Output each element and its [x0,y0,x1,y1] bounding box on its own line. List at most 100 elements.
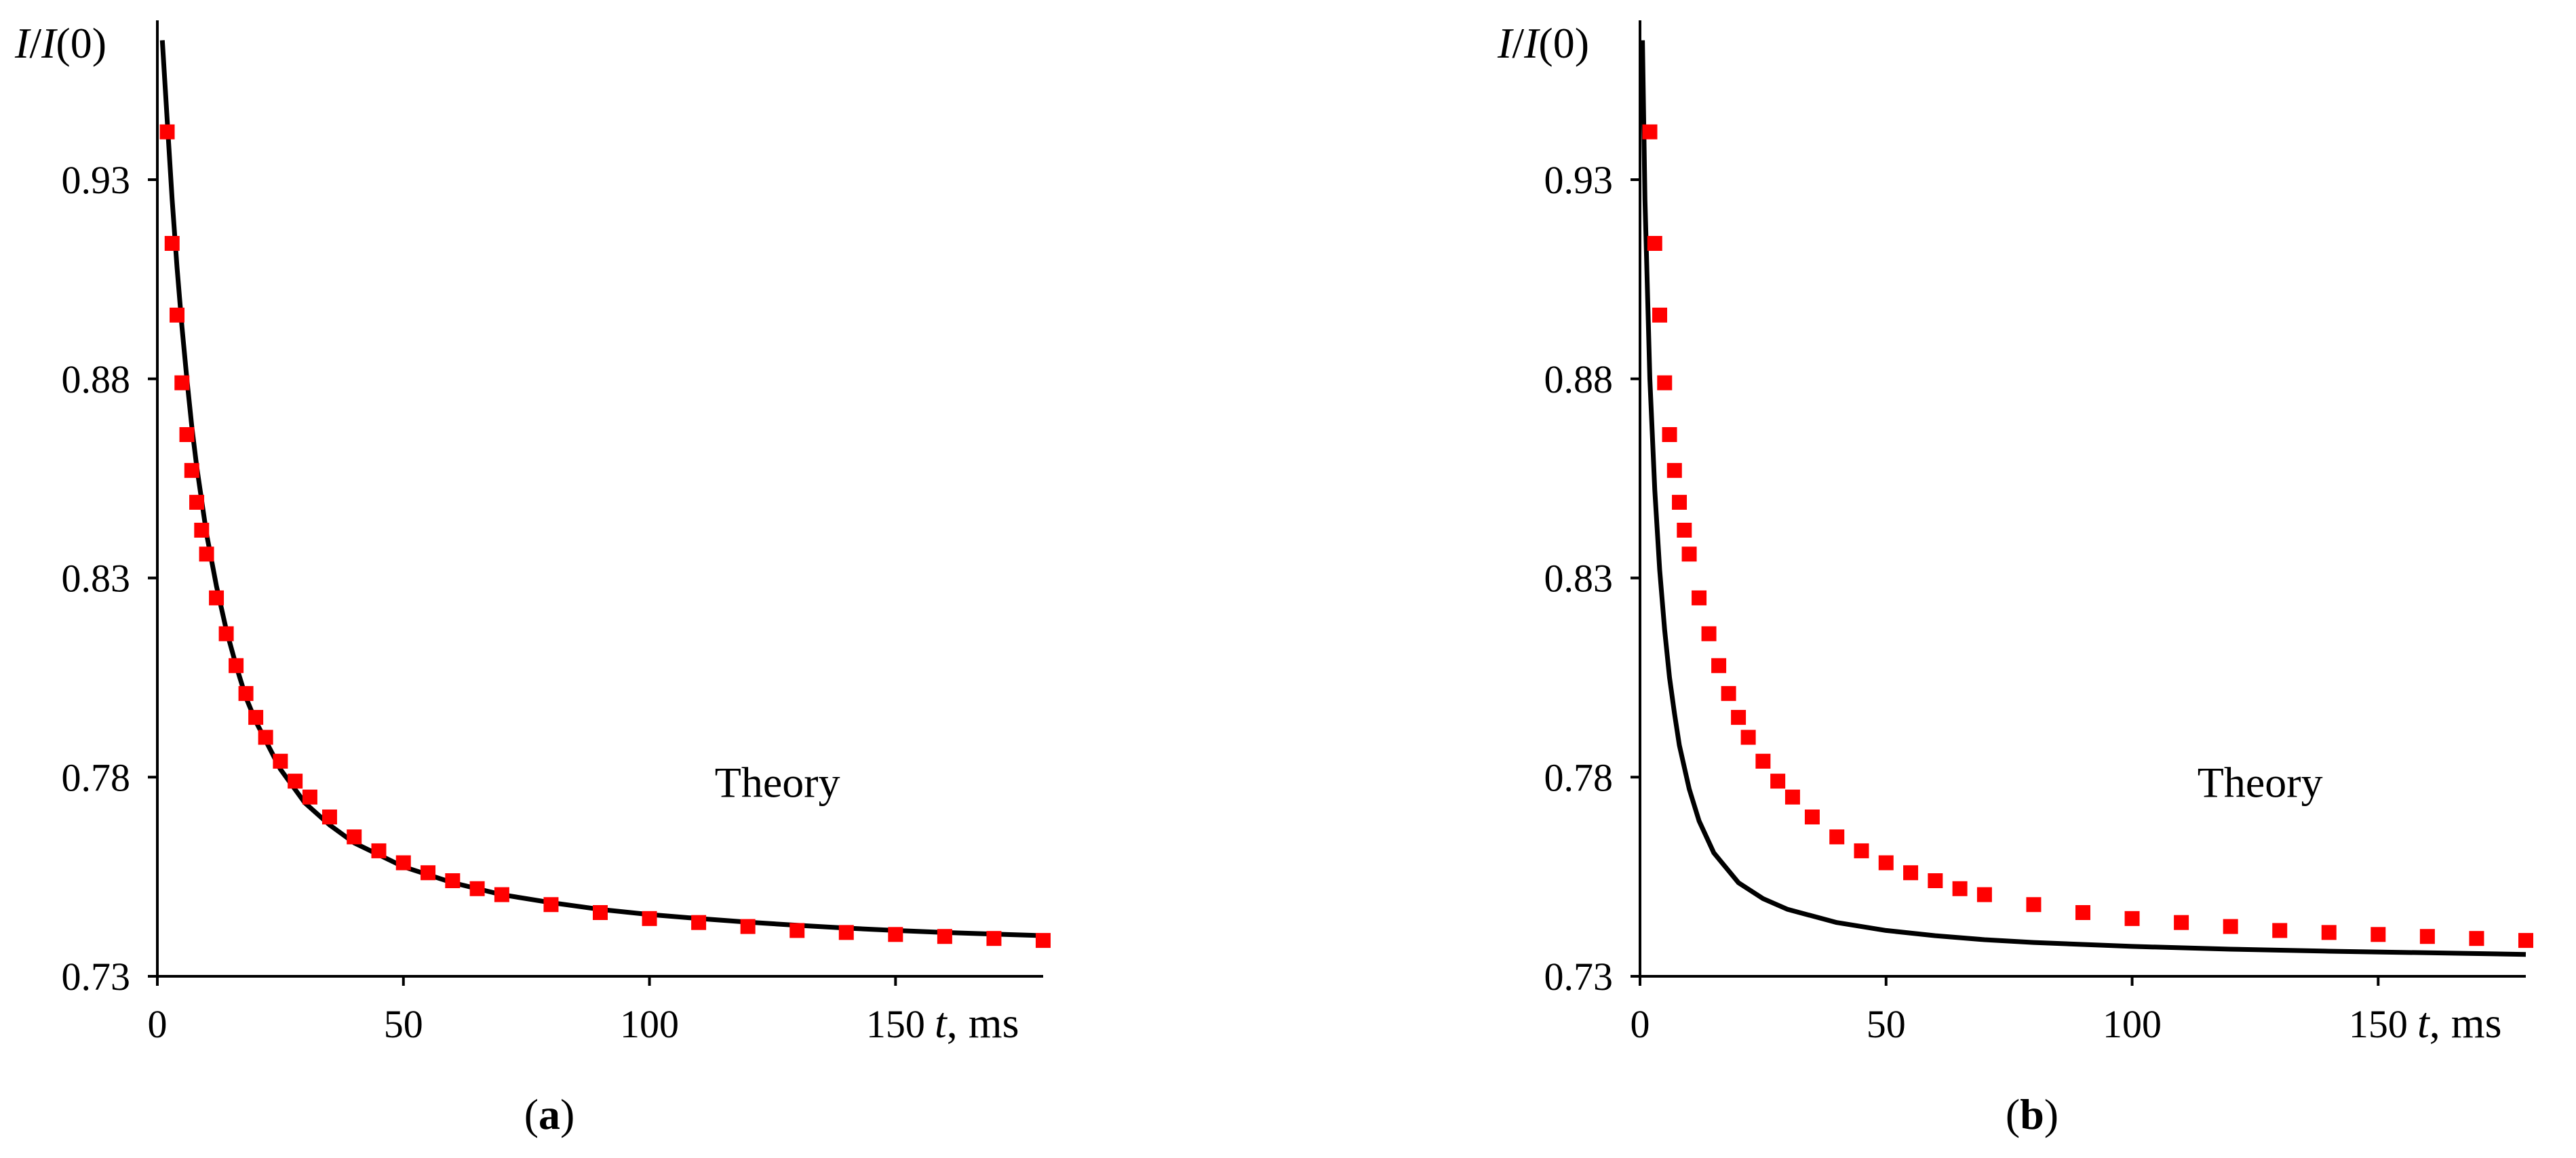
data-point [888,927,903,942]
data-point [1976,887,1992,902]
data-point [494,887,509,902]
panel-label-b: (b) [2006,1090,2058,1138]
data-point [2419,929,2435,944]
chart-panel-a: 0.73 0.78 0.83 0.88 0.93 0 50 100 150 I/I(0) t,… [14,19,1051,1138]
data-point [2321,925,2337,940]
data-point [1770,774,1786,789]
data-point [789,923,805,938]
y-tick-label: 0.83 [62,557,131,601]
data-point [2272,923,2288,938]
data-point [1701,626,1717,641]
data-point [2075,905,2090,920]
x-tick-label: 100 [620,1002,679,1046]
x-tick-label: 50 [1867,1002,1906,1046]
data-point [2124,911,2140,926]
x-tick-labels: 0 50 100 150 [148,976,925,1046]
theory-line [1640,40,2526,957]
data-point [258,730,273,745]
data-point [159,124,175,140]
y-tick-label: 0.83 [1544,557,1614,601]
data-point [2174,915,2189,930]
y-tick-label: 0.88 [1544,357,1614,401]
x-tick-label: 150 [866,1002,925,1046]
data-point [2223,919,2238,934]
data-point [1854,843,1869,858]
x-tick-labels: 0 50 100 150 [1631,976,2408,1046]
data-point [347,829,362,845]
data-point [1731,710,1746,725]
data-point [229,658,244,673]
data-point [1829,829,1845,845]
data-point [1657,375,1673,391]
data-point [321,810,337,824]
data-point [1677,523,1692,538]
y-axis-label: I/I(0) [1497,19,1589,67]
theory-annotation: Theory [2198,759,2323,807]
data-point [1784,789,1800,805]
data-point [421,865,436,881]
x-tick-label: 50 [384,1002,423,1046]
data-point [1928,873,1943,888]
data-point [1804,810,1820,824]
y-tick-labels: 0.73 0.78 0.83 0.88 0.93 [1544,158,1640,999]
data-point [642,911,657,926]
data-point [1036,933,1051,949]
data-point [1952,881,1968,896]
data-point [209,590,225,605]
x-axis-label: t, ms [2417,999,2501,1047]
data-point [248,710,264,725]
chart-panel-b: 0.73 0.78 0.83 0.88 0.93 0 50 100 150 I/I(0) t,… [1497,19,2533,1138]
data-point [238,685,254,701]
data-point [194,523,210,538]
data-point [2518,933,2533,949]
data-point [2370,927,2386,942]
x-tick-label: 100 [2103,1002,2162,1046]
data-point [1662,427,1677,442]
data-point [1647,236,1662,251]
data-point [164,236,180,251]
data-point [395,855,411,871]
y-tick-label: 0.78 [62,755,131,799]
y-tick-labels: 0.73 0.78 0.83 0.88 0.93 [62,158,157,999]
experiment-points [1642,124,2533,949]
data-point [838,925,854,940]
y-tick-label: 0.73 [62,955,131,999]
data-point [174,375,190,391]
data-point [691,915,707,930]
panel-label-a: (a) [524,1090,575,1138]
data-point [1692,590,1707,605]
data-point [1681,546,1697,562]
theory-curve [1640,40,2526,957]
data-point [218,626,234,641]
y-tick-label: 0.73 [1544,955,1614,999]
data-point [273,753,288,769]
data-point [986,931,1002,946]
data-point [288,774,303,789]
experiment-points [159,124,1051,949]
data-point [1711,658,1727,673]
data-point [937,929,952,944]
data-point [445,873,461,888]
data-point [2469,931,2484,946]
data-point [1666,462,1682,478]
y-tick-label: 0.93 [1544,158,1614,202]
theory-annotation: Theory [715,759,840,807]
y-axis-label: I/I(0) [14,19,106,67]
data-point [469,881,485,896]
data-point [1652,307,1668,323]
y-tick-label: 0.78 [1544,755,1614,799]
y-tick-label: 0.93 [62,158,131,202]
data-point [1755,753,1771,769]
data-point [593,905,608,920]
data-point [170,307,185,323]
data-point [1878,855,1894,871]
data-point [2026,897,2042,913]
data-point [740,919,756,934]
data-point [184,462,199,478]
x-axis-label: t, ms [935,999,1019,1047]
data-point [199,546,214,562]
data-point [1903,865,1919,881]
data-point [371,843,387,858]
